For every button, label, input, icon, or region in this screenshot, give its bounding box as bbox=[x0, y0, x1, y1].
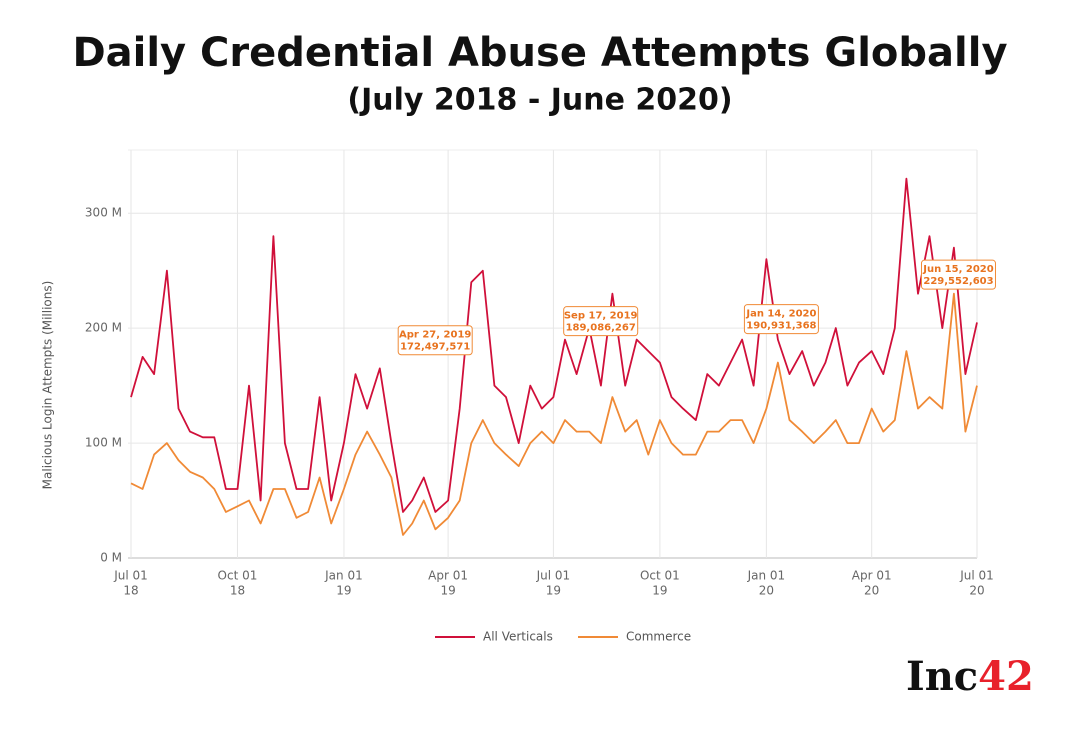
series-line bbox=[130, 292, 978, 536]
annotation-date: Jan 14, 2020 bbox=[745, 309, 816, 320]
series-line bbox=[130, 177, 978, 513]
x-tick-label: Oct 01 bbox=[218, 569, 258, 583]
logo: Inc42 bbox=[906, 653, 1034, 700]
annotation-value: 229,552,603 bbox=[923, 276, 993, 287]
chart-subtitle: (July 2018 - June 2020) bbox=[347, 83, 732, 118]
logo-accent: 42 bbox=[978, 653, 1034, 700]
annotation-value: 190,931,368 bbox=[746, 321, 816, 332]
x-tick-label: 19 bbox=[652, 584, 667, 598]
annotation-date: Sep 17, 2019 bbox=[564, 311, 638, 322]
y-tick-label: 200 M bbox=[85, 321, 122, 335]
x-tick-label: Jul 01 bbox=[959, 569, 994, 583]
x-tick-label: 18 bbox=[123, 584, 138, 598]
annotation-date: Apr 27, 2019 bbox=[399, 330, 471, 341]
chart-title: Daily Credential Abuse Attempts Globally bbox=[72, 30, 1007, 76]
legend-label: Commerce bbox=[626, 630, 691, 644]
annotation-box bbox=[397, 325, 473, 356]
annotation-box bbox=[563, 306, 639, 337]
x-tick-label: Jul 01 bbox=[536, 569, 571, 583]
x-tick-label: Apr 01 bbox=[428, 569, 468, 583]
x-tick-label: Apr 01 bbox=[852, 569, 892, 583]
y-tick-label: 0 M bbox=[100, 551, 122, 565]
y-tick-label: 100 M bbox=[85, 436, 122, 450]
x-tick-label: 20 bbox=[759, 584, 774, 598]
x-tick-label: 19 bbox=[440, 584, 455, 598]
annotation-value: 189,086,267 bbox=[566, 323, 636, 334]
x-tick-label: Jan 01 bbox=[747, 569, 786, 583]
annotation-date: Jun 15, 2020 bbox=[922, 264, 994, 275]
x-tick-label: 19 bbox=[336, 584, 351, 598]
x-tick-label: 18 bbox=[230, 584, 245, 598]
y-tick-label: 300 M bbox=[85, 206, 122, 220]
x-tick-label: 20 bbox=[864, 584, 879, 598]
annotation-box bbox=[920, 259, 996, 290]
annotation-value: 172,497,571 bbox=[400, 342, 470, 353]
legend-label: All Verticals bbox=[483, 630, 553, 644]
x-tick-label: Oct 01 bbox=[640, 569, 680, 583]
x-tick-label: Jul 01 bbox=[113, 569, 148, 583]
y-axis-label: Malicious Login Attempts (Millions) bbox=[41, 281, 55, 490]
logo-text: Inc bbox=[906, 653, 978, 700]
annotation-box bbox=[743, 304, 819, 335]
x-tick-label: 20 bbox=[969, 584, 984, 598]
x-tick-label: 19 bbox=[546, 584, 561, 598]
x-tick-label: Jan 01 bbox=[324, 569, 363, 583]
